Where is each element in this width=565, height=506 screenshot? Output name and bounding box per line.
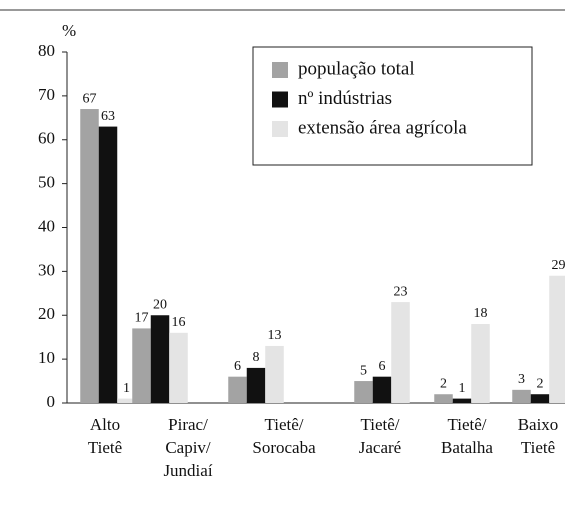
legend-swatch bbox=[272, 91, 288, 108]
data-label: 1 bbox=[459, 381, 466, 396]
y-tick-label: 10 bbox=[38, 348, 55, 367]
y-axis-label: % bbox=[62, 21, 76, 40]
data-label: 63 bbox=[101, 109, 115, 124]
data-label: 1 bbox=[123, 381, 130, 396]
bar bbox=[169, 332, 188, 403]
bar bbox=[265, 345, 284, 403]
legend-swatch bbox=[272, 121, 288, 137]
bar bbox=[354, 381, 373, 403]
x-tick-label: Pirac/ bbox=[168, 415, 208, 434]
x-tick-label: Batalha bbox=[441, 438, 493, 457]
y-tick-label: 0 bbox=[47, 392, 56, 411]
y-tick-label: 70 bbox=[38, 85, 55, 104]
data-label: 20 bbox=[153, 297, 167, 312]
x-tick-label: Tietê bbox=[521, 438, 555, 457]
data-label: 13 bbox=[268, 328, 282, 343]
bar bbox=[228, 376, 247, 403]
bar bbox=[434, 394, 453, 403]
data-label: 18 bbox=[474, 306, 488, 321]
x-tick-label: Tietê bbox=[88, 438, 122, 457]
data-label: 67 bbox=[83, 91, 97, 106]
y-tick-label: 50 bbox=[38, 173, 55, 192]
bar bbox=[80, 109, 99, 403]
bar bbox=[530, 394, 550, 403]
data-label: 23 bbox=[394, 284, 408, 299]
bar bbox=[150, 315, 170, 403]
bar bbox=[512, 389, 531, 403]
bar bbox=[549, 275, 565, 403]
y-tick-label: 60 bbox=[38, 129, 55, 148]
x-tick-label: Jundiaí bbox=[163, 461, 212, 480]
bar bbox=[132, 328, 151, 403]
data-label: 16 bbox=[172, 315, 186, 330]
data-label: 29 bbox=[552, 258, 565, 273]
y-tick-label: 30 bbox=[38, 260, 55, 279]
data-label: 17 bbox=[135, 311, 149, 326]
bar bbox=[372, 376, 392, 403]
data-label: 2 bbox=[440, 376, 447, 391]
x-tick-label: Jacaré bbox=[359, 438, 401, 457]
legend-label: população total bbox=[298, 58, 415, 79]
data-label: 6 bbox=[379, 359, 386, 374]
data-label: 3 bbox=[518, 372, 525, 387]
bar bbox=[98, 126, 118, 404]
x-tick-label: Sorocaba bbox=[252, 438, 316, 457]
legend-label: nº indústrias bbox=[298, 88, 392, 109]
data-label: 6 bbox=[234, 359, 241, 374]
bar bbox=[246, 367, 266, 403]
x-tick-label: Tietê/ bbox=[264, 415, 303, 434]
x-tick-label: Capiv/ bbox=[165, 438, 211, 457]
bar bbox=[471, 324, 490, 403]
legend-label: extensão área agrícola bbox=[298, 117, 467, 138]
y-tick-label: 20 bbox=[38, 304, 55, 323]
bar bbox=[117, 398, 136, 403]
y-tick-label: 40 bbox=[38, 216, 55, 235]
bar bbox=[391, 302, 410, 403]
bar bbox=[452, 398, 472, 403]
x-tick-label: Alto bbox=[90, 415, 120, 434]
x-tick-label: Baixo bbox=[518, 415, 559, 434]
x-tick-label: Tietê/ bbox=[447, 415, 486, 434]
data-label: 2 bbox=[537, 376, 544, 391]
data-label: 5 bbox=[360, 363, 367, 378]
legend-box bbox=[252, 46, 533, 166]
legend-swatch bbox=[272, 62, 288, 78]
y-tick-label: 80 bbox=[38, 41, 55, 60]
data-label: 8 bbox=[253, 350, 260, 365]
x-tick-label: Tietê/ bbox=[360, 415, 399, 434]
